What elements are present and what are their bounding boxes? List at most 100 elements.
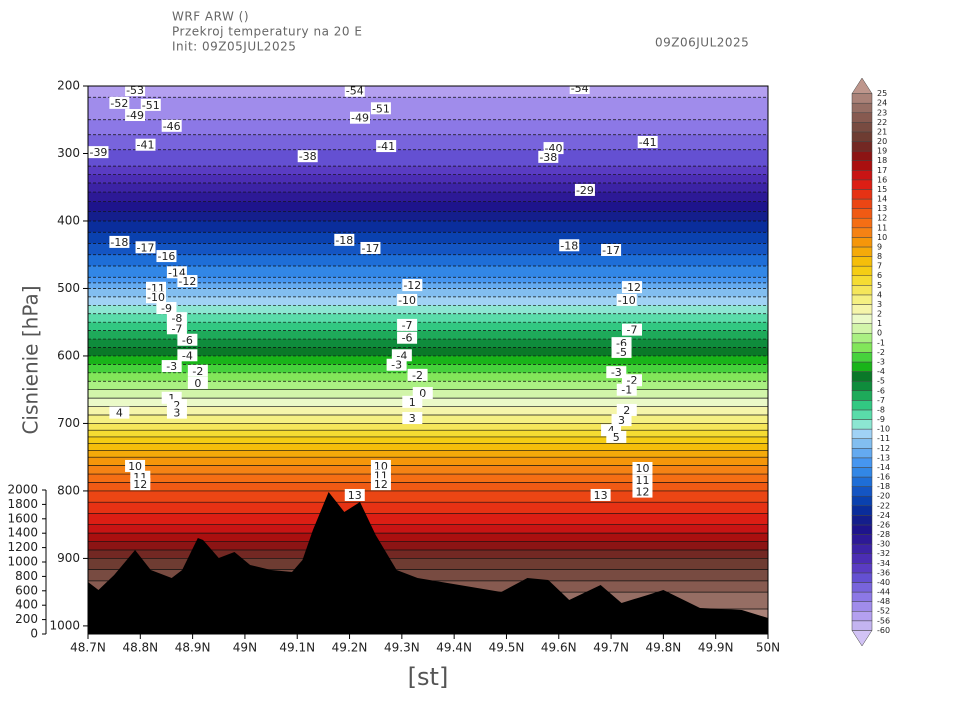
x-tick-label: 49.3N <box>384 641 420 655</box>
colorbar-box <box>851 256 873 267</box>
colorbar-label: -16 <box>877 473 890 482</box>
contour-label-box <box>334 233 355 246</box>
contour-label: -41 <box>137 139 155 152</box>
colorbar-box <box>851 275 873 286</box>
contour-label: -16 <box>157 250 175 263</box>
contour-label-box <box>606 430 627 443</box>
temperature-band <box>88 482 768 492</box>
temperature-band <box>88 423 768 431</box>
contour-label: -8 <box>171 312 182 325</box>
temperature-band <box>88 513 768 526</box>
overlay: 2003004005006007008009001000020040060080… <box>7 77 890 655</box>
contour-label-box <box>161 360 182 373</box>
contour-label-box <box>601 243 622 256</box>
temperature-band <box>88 406 768 416</box>
contour-label: 3 <box>618 414 625 427</box>
contour-label-box <box>166 322 187 335</box>
temperature-band <box>88 265 768 278</box>
contour-label-box <box>611 414 632 427</box>
colorbar-box <box>851 380 873 392</box>
colorbar-label: -18 <box>877 482 890 491</box>
contour-label: -46 <box>163 120 181 133</box>
colorbar-box <box>851 582 873 593</box>
contour-label: -6 <box>402 332 413 345</box>
contour-label: -49 <box>126 109 144 122</box>
colorbar-label: 7 <box>877 262 882 271</box>
contour-label: -10 <box>398 294 416 307</box>
temperature-band <box>88 313 768 323</box>
contour-label-box <box>125 109 146 122</box>
contour-label: -52 <box>110 97 128 110</box>
x-tick-label: 49.1N <box>279 641 315 655</box>
colorbar-label: -56 <box>877 616 890 625</box>
colorbar-box <box>851 563 873 574</box>
contour-label: -54 <box>346 85 364 98</box>
temperature-band <box>88 436 768 445</box>
contour-label: 10 <box>128 460 142 473</box>
temperature-band <box>88 119 768 136</box>
contour-label: -17 <box>361 242 379 255</box>
colorbar-label: -30 <box>877 540 890 549</box>
contour-label: 12 <box>133 478 147 491</box>
colorbar-box <box>851 208 873 219</box>
colorbar-label: -22 <box>877 501 890 510</box>
temperature-band <box>88 443 768 452</box>
contour-label: -2 <box>627 374 638 387</box>
contour-label: -38 <box>539 151 557 164</box>
contour-label: -12 <box>403 279 421 292</box>
contour-label-box <box>177 275 198 288</box>
plot-area: -53-52 -51-49-46-41-39-18 -17-16-14-12-11-… <box>88 84 768 634</box>
contour-label-box <box>360 241 381 254</box>
colorbar-label: -9 <box>877 415 885 424</box>
contour-label: -29 <box>576 184 594 197</box>
colorbar-box <box>851 102 873 114</box>
contour-label-box <box>590 488 611 501</box>
colorbar-box <box>851 467 873 478</box>
contour-label: -18 <box>335 234 353 247</box>
contour-label-box <box>622 281 642 294</box>
colorbar-label: -44 <box>877 588 890 597</box>
contour-label: -53 <box>126 84 144 97</box>
plot-frame <box>87 85 769 635</box>
contour-label-box <box>397 293 418 306</box>
colorbar-label: 0 <box>877 329 882 338</box>
contour-label: -41 <box>639 136 657 149</box>
colorbar-box <box>851 122 873 133</box>
contour-label-box <box>402 279 423 292</box>
contour-label: -51 <box>142 99 160 112</box>
y2-tick-label: 1200 <box>7 540 38 554</box>
contour-label: 11 <box>635 474 649 487</box>
contour-label-box <box>177 333 198 346</box>
colorbar-box <box>851 553 873 564</box>
contour-label: -7 <box>171 322 182 335</box>
colorbar-label: 18 <box>877 156 887 165</box>
colorbar-label: -60 <box>877 626 890 635</box>
contour-label-box <box>109 406 130 419</box>
colorbar-box <box>851 189 873 200</box>
y-axis-label: Cisnienie [hPa] <box>19 285 43 434</box>
temperature-band <box>88 450 768 458</box>
temperature-band <box>88 97 768 121</box>
temperature-band <box>88 183 768 193</box>
contour-label-box <box>370 102 391 115</box>
colorbar-box <box>851 131 873 142</box>
contour-label-box <box>622 323 642 336</box>
colorbar-box <box>851 495 873 507</box>
colorbar-label: 1 <box>877 319 882 328</box>
contour-label: -2 <box>192 365 203 378</box>
temperature-band <box>88 232 768 245</box>
contour-label-box <box>297 150 318 163</box>
contour-label-box <box>350 111 370 124</box>
contour-label: -39 <box>89 146 107 159</box>
colorbar-label: 21 <box>877 127 887 136</box>
colorbar-label: 23 <box>877 108 887 117</box>
y-tick-label: 200 <box>57 79 80 93</box>
contour-label-box <box>130 478 151 491</box>
contour-label: -7 <box>627 324 638 337</box>
x-tick-label: 49.5N <box>489 641 525 655</box>
colorbar-label: -26 <box>877 520 890 529</box>
contour-label: -3 <box>166 360 177 373</box>
y2-tick-label: 600 <box>15 583 38 597</box>
temperature-band <box>88 347 768 357</box>
y-tick-label: 500 <box>57 281 80 295</box>
